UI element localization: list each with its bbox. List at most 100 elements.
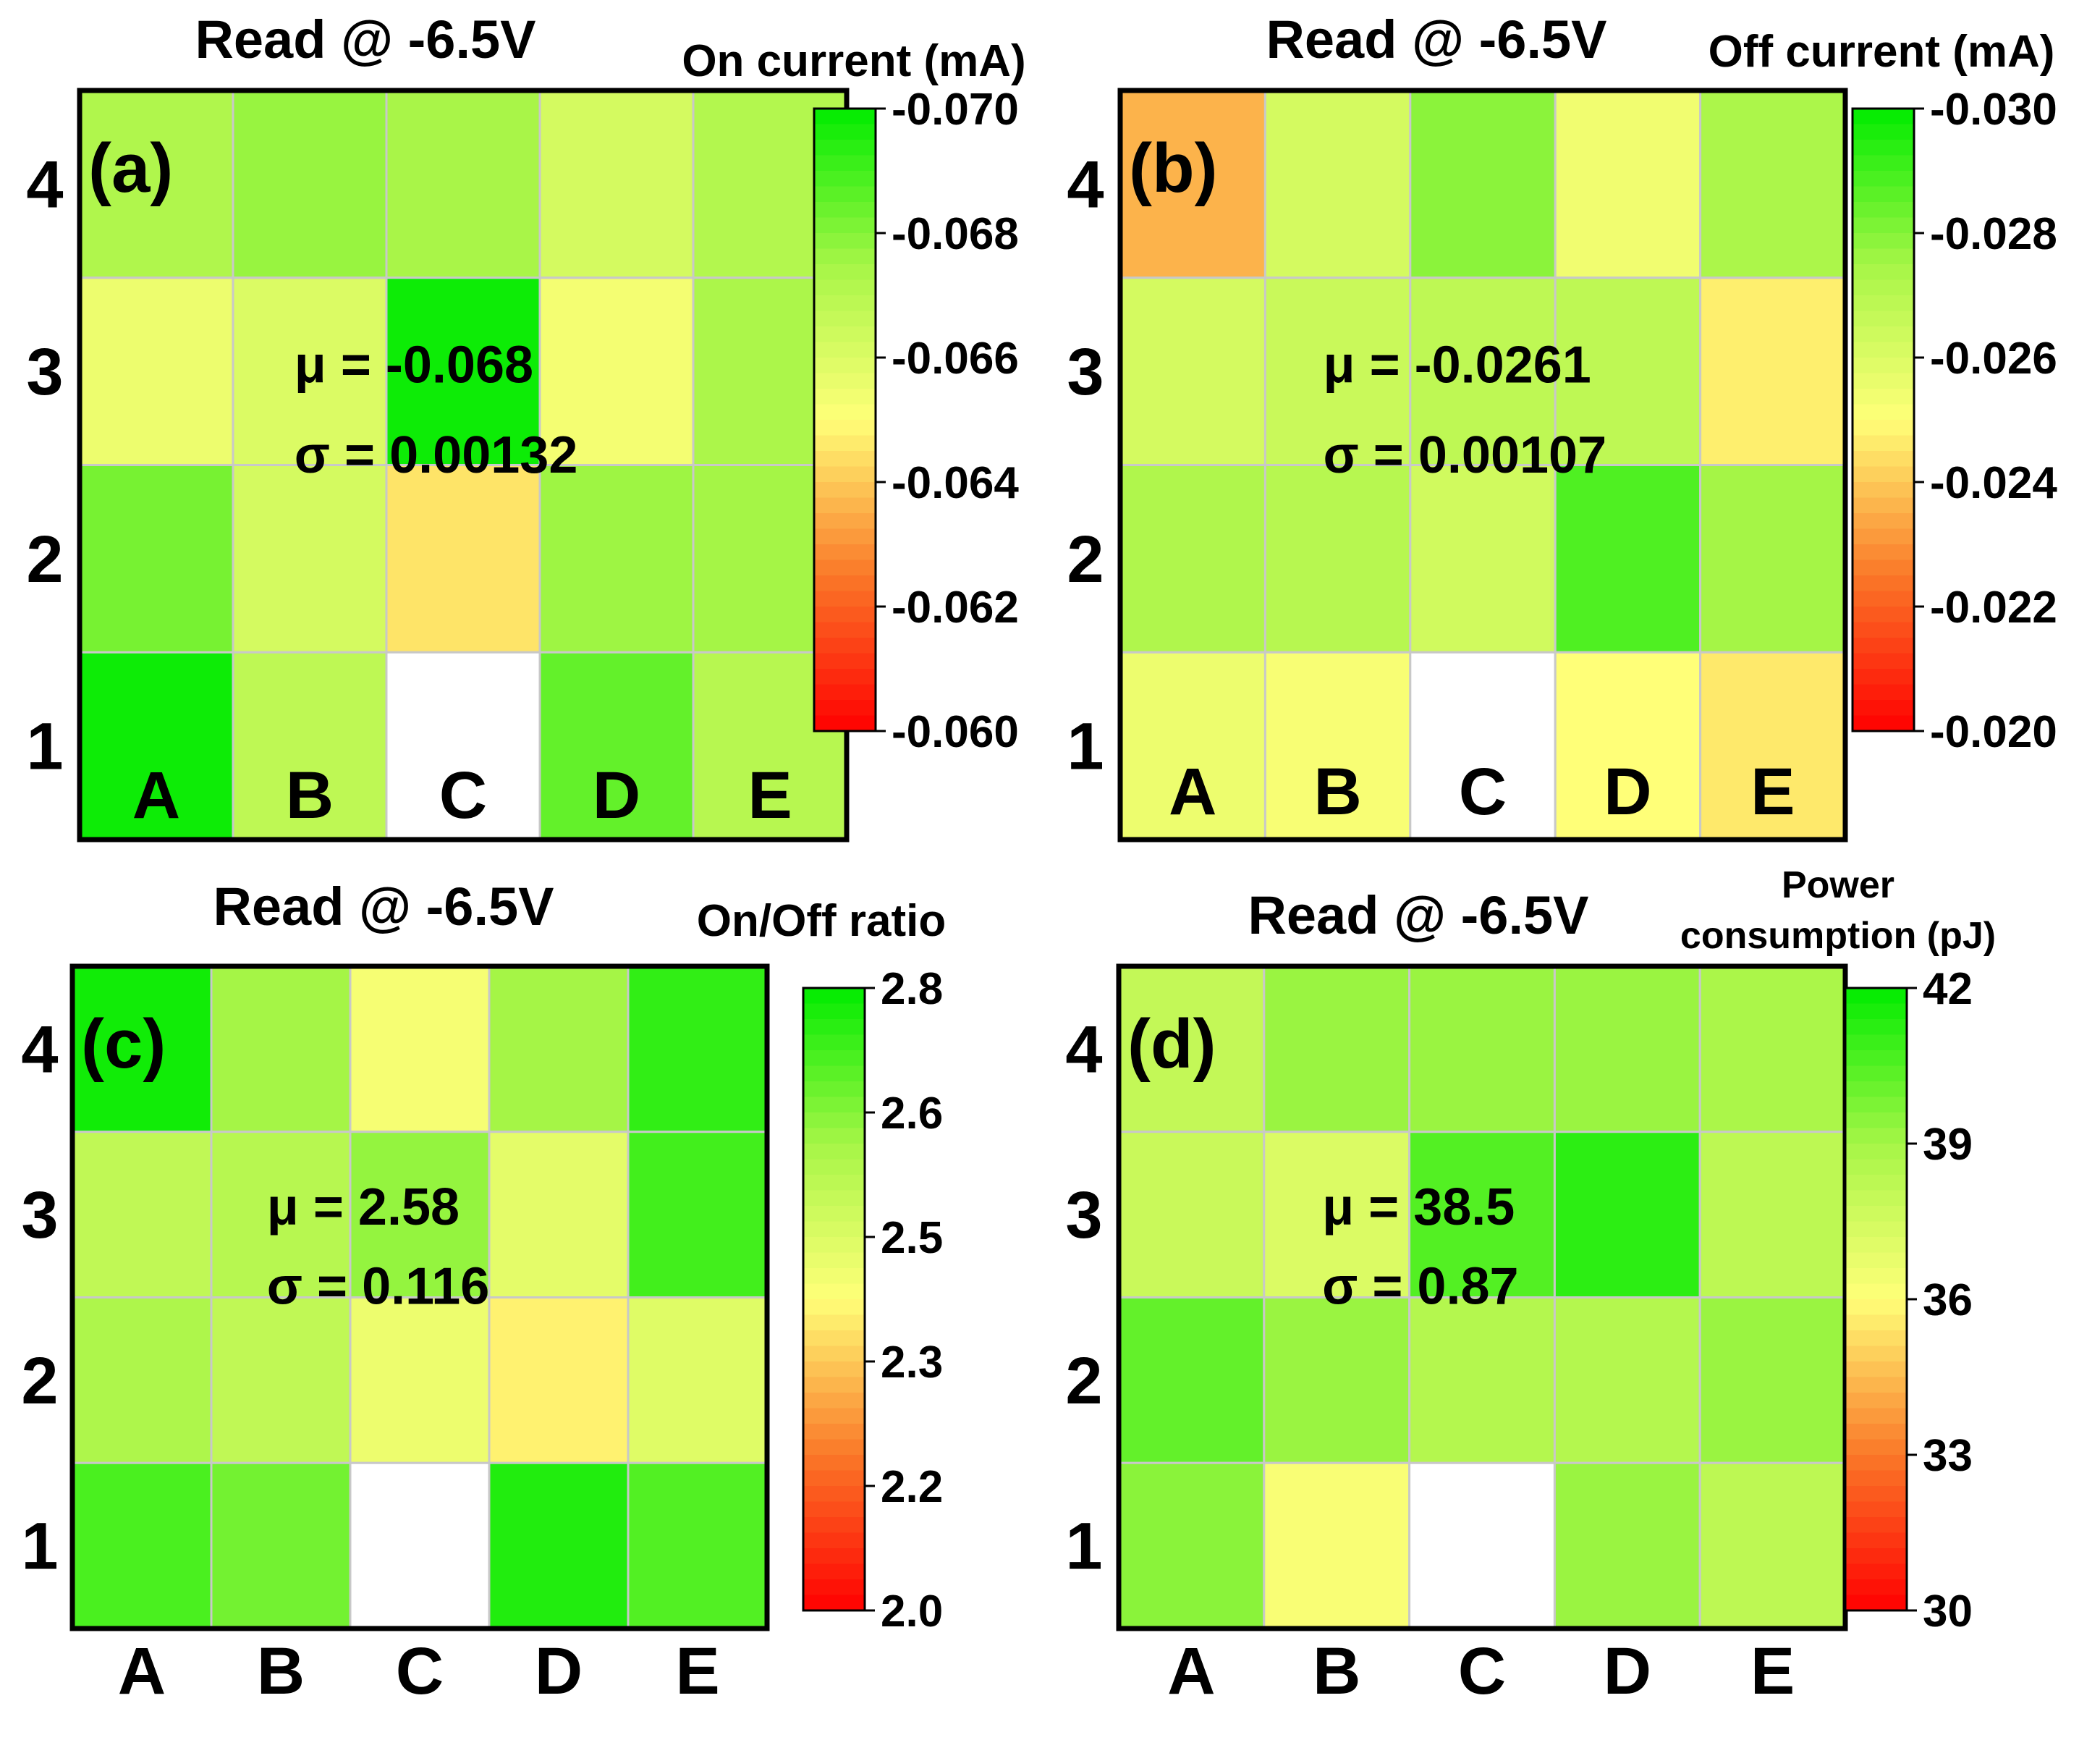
colorbar-step [803, 1237, 865, 1254]
colorbar-step [1845, 1112, 1907, 1129]
column-label: E [675, 1634, 719, 1708]
colorbar-step [1853, 140, 1914, 156]
row-label: 3 [21, 1178, 58, 1252]
colorbar-step [1853, 358, 1914, 374]
colorbar-step [803, 1175, 865, 1191]
colorbar-tick-label: -0.026 [1930, 334, 2057, 384]
column-label: D [1604, 1634, 1651, 1708]
heatmap-cell [1699, 89, 1847, 279]
heatmap-cell [1408, 1296, 1556, 1464]
column-label: B [1313, 755, 1361, 829]
colorbar-step [1853, 435, 1914, 452]
column-label: B [1313, 1634, 1360, 1708]
heatmap-cell [385, 276, 541, 466]
colorbar-step [814, 638, 876, 654]
heatmap-cell [385, 464, 541, 654]
colorbar-step [1853, 124, 1914, 140]
chart-title: Read @ -6.5V [1248, 885, 1588, 945]
colorbar-step [803, 1034, 865, 1051]
colorbar-step [814, 295, 876, 312]
colorbar-tick-label: 33 [1923, 1431, 1973, 1481]
heatmap-cell [78, 276, 234, 466]
colorbar-step [814, 575, 876, 592]
heatmap-cell [1554, 276, 1702, 466]
colorbar-step [814, 109, 876, 125]
plot-frame [69, 963, 770, 1631]
colorbar-tick-label: -0.030 [1930, 85, 2057, 135]
colorbar-step [1853, 607, 1914, 623]
column-label: D [593, 759, 640, 832]
colorbar-step [803, 1112, 865, 1129]
heatmap-cell [385, 651, 541, 841]
row-label: 2 [1065, 1344, 1102, 1418]
heatmap-cell [538, 276, 695, 466]
row-label: 2 [26, 523, 63, 596]
colorbar-step [1845, 1206, 1907, 1222]
colorbar-step [814, 233, 876, 250]
colorbar-step [1853, 451, 1914, 468]
colorbar-step [1845, 1065, 1907, 1082]
colorbar-step [814, 217, 876, 234]
colorbar-step [803, 988, 865, 1005]
colorbar-tick-label: 42 [1923, 964, 1973, 1014]
colorbar-step [814, 669, 876, 685]
colorbar-step [1853, 311, 1914, 327]
colorbar-step [803, 1548, 865, 1565]
colorbar-step [814, 326, 876, 343]
colorbar-step [1845, 1517, 1907, 1534]
row-label: 4 [21, 1013, 58, 1086]
row-label: 4 [1067, 148, 1104, 221]
row-label: 4 [1065, 1013, 1102, 1086]
colorbar-step [803, 1330, 865, 1347]
heatmap-cell [488, 965, 630, 1133]
colorbar-tick-label: 2.2 [881, 1462, 943, 1512]
colorbar-step [803, 1065, 865, 1082]
heatmap-cell [1699, 464, 1847, 654]
heatmap-cell [1263, 464, 1412, 654]
colorbar-tick-label: -0.068 [892, 209, 1019, 259]
colorbar-step [814, 264, 876, 281]
colorbar-step [1845, 1003, 1907, 1020]
colorbar-step [803, 1563, 865, 1580]
colorbar-tick-label: 2.8 [881, 964, 943, 1014]
colorbar-step [1853, 202, 1914, 219]
panel-a: (a) Read @ -6.5V 4 3 2 1A B C D Eμ = -0.068 σ = 0.… [26, 9, 1026, 842]
colorbar-step [1845, 1159, 1907, 1175]
heatmap-cell [71, 1131, 213, 1298]
colorbar-step [814, 700, 876, 717]
colorbar-step [1853, 653, 1914, 670]
heatmap-cell [1263, 965, 1411, 1133]
column-label: B [286, 759, 334, 832]
colorbar-step [1845, 1501, 1907, 1518]
mean-stat: μ = -0.068 [295, 337, 533, 394]
column-label: C [1459, 755, 1507, 829]
colorbar-step [803, 1019, 865, 1036]
colorbar-step [803, 1532, 865, 1549]
colorbar-step [803, 1159, 865, 1175]
colorbar-step [1853, 326, 1914, 343]
row-label: 1 [1067, 710, 1104, 784]
row-label: 3 [26, 335, 63, 409]
colorbar-frame [802, 987, 866, 1612]
colorbar-step [1853, 575, 1914, 592]
row-label: 2 [1067, 523, 1104, 596]
colorbar-step [814, 607, 876, 623]
colorbar-step [814, 513, 876, 530]
heatmap-cell [1698, 1461, 1847, 1630]
panel-d: (d) Read @ -6.5V 4 3 2 1A B C D Eμ = 38.5 σ = 0.87… [1065, 864, 1996, 1708]
colorbar-step [803, 1579, 865, 1596]
colorbar-step [814, 420, 876, 436]
colorbar-frame [813, 107, 877, 732]
heatmap-cell [1263, 89, 1412, 279]
column-label: A [1167, 1634, 1215, 1708]
colorbar-step [1845, 1299, 1907, 1316]
heatmap-cell [1409, 89, 1557, 279]
sigma-stat: σ = 0.00107 [1324, 426, 1607, 484]
heatmap-cell [1408, 1461, 1556, 1630]
heatmap-cell [1263, 1461, 1411, 1630]
colorbar-step [803, 1050, 865, 1067]
colorbar-step [1845, 1563, 1907, 1580]
colorbar-step [1853, 373, 1914, 389]
colorbar-step [803, 1361, 865, 1378]
colorbar-step [1845, 1314, 1907, 1331]
